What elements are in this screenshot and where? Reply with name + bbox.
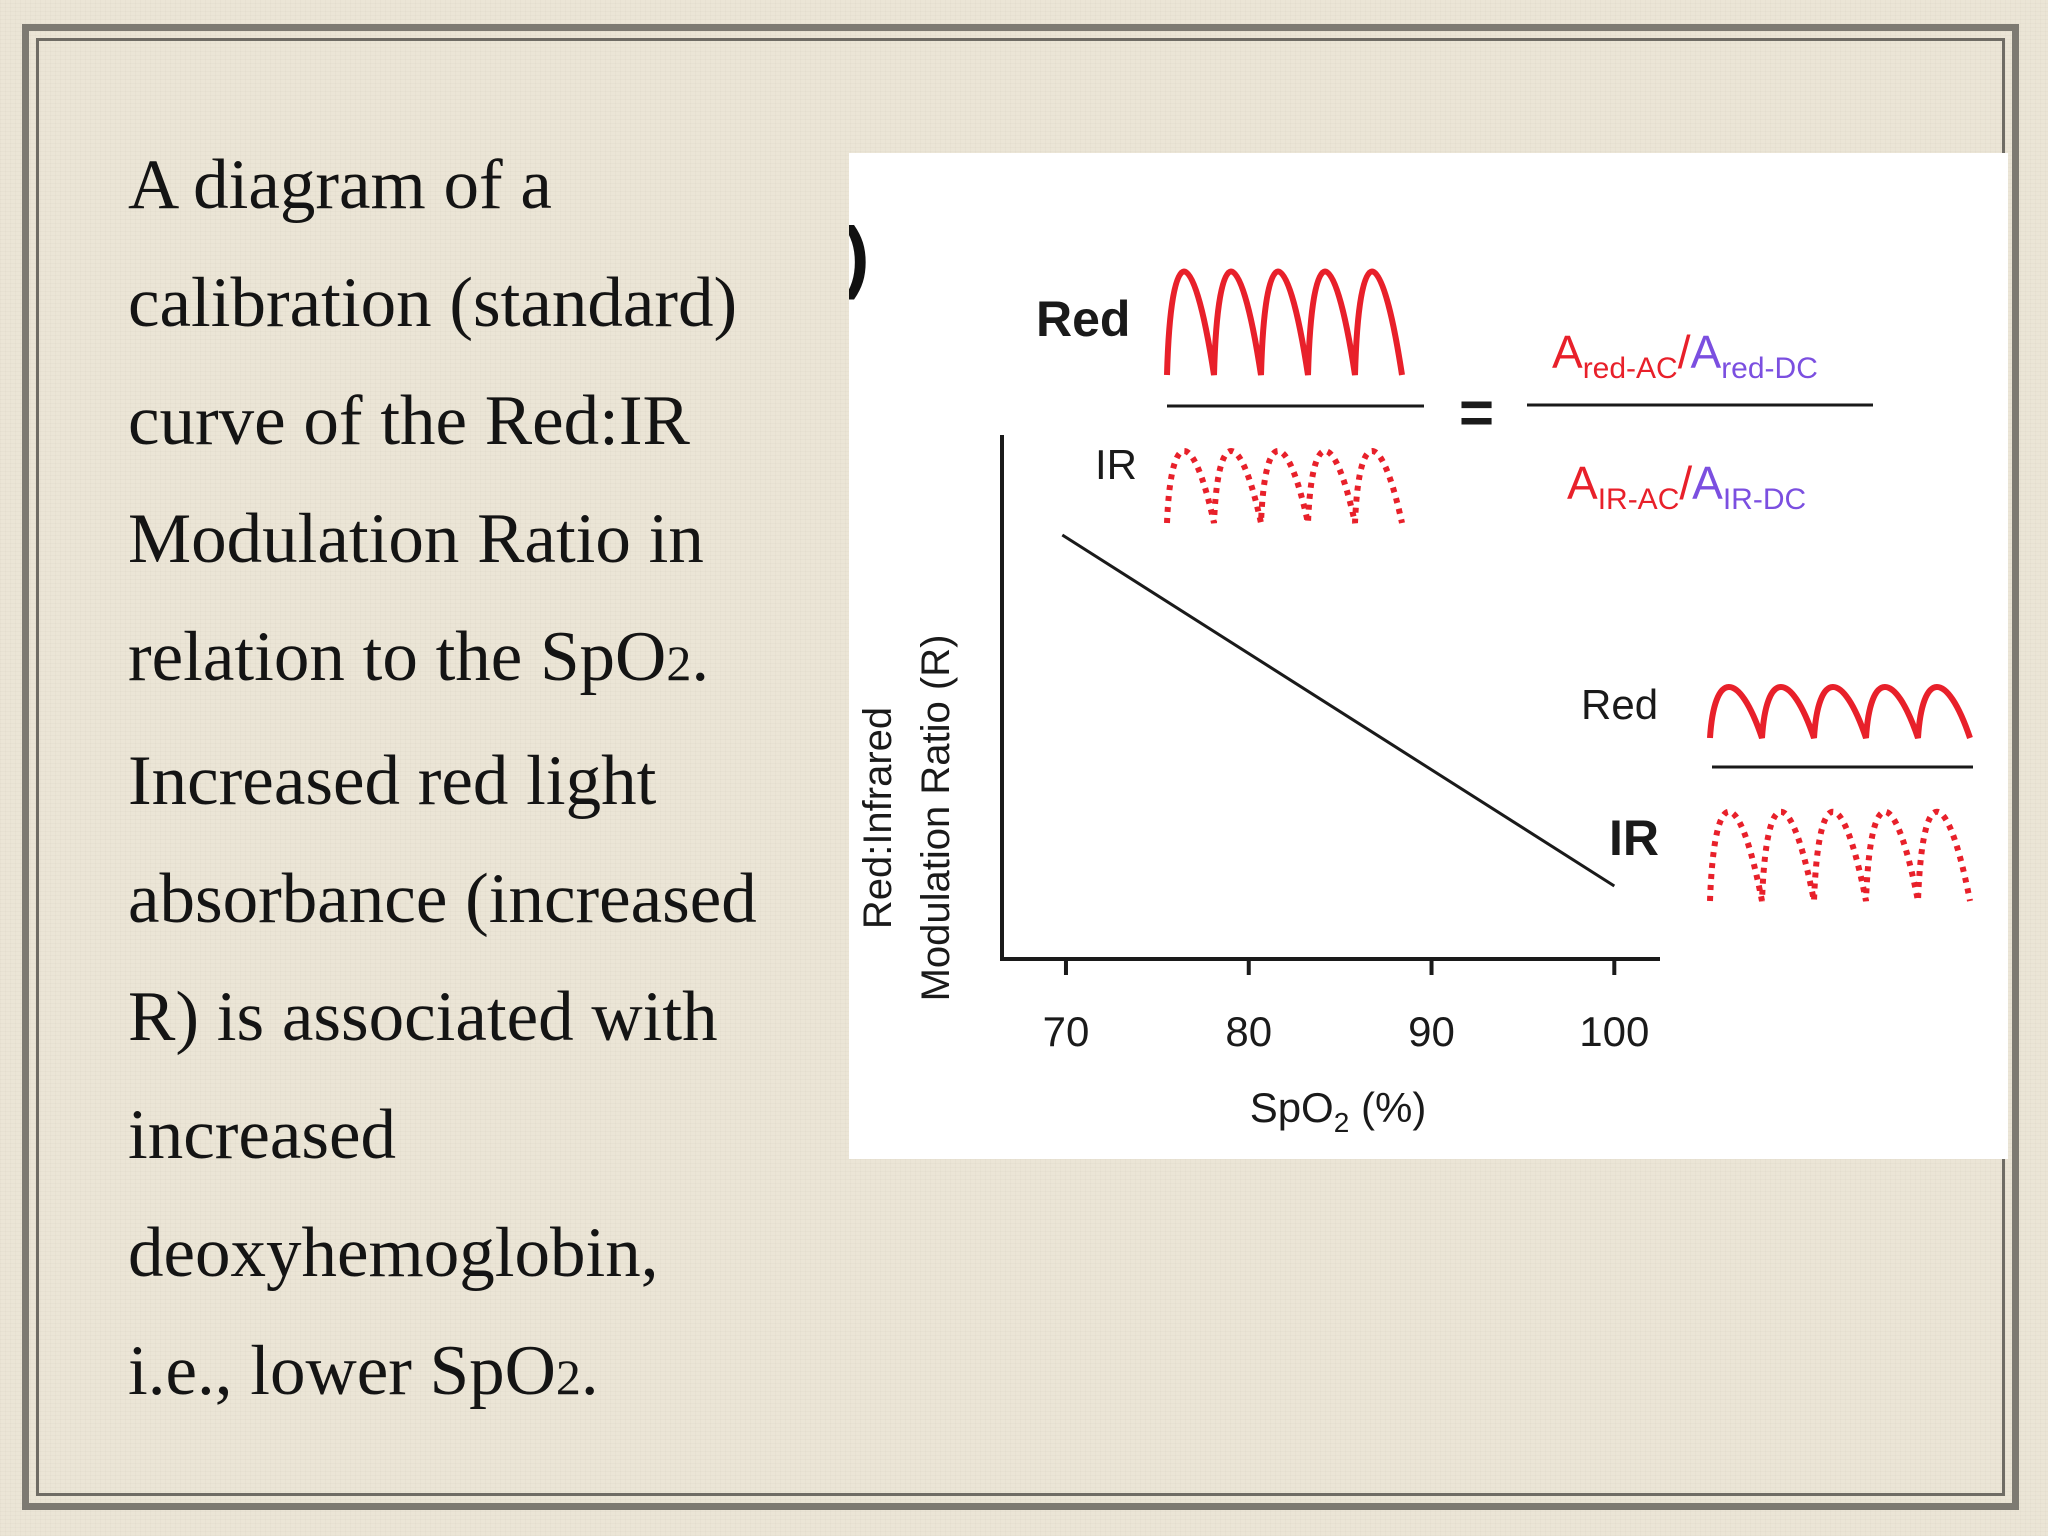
caption-line: calibration (standard) (128, 264, 738, 342)
calibration-line (1061, 533, 1616, 888)
x-tick-label: 70 (1043, 1008, 1090, 1055)
right-red-waveform (1707, 684, 1973, 739)
top-red-label: Red (1036, 291, 1130, 347)
caption-line: curve of the Red:IR (128, 382, 690, 460)
x-axis-label-text: (%) (1349, 1084, 1426, 1131)
x-axis-label: SpO2 (%) (1250, 1084, 1427, 1138)
formula-subscript: red-DC (1721, 352, 1818, 385)
formula-term: A (1691, 326, 1722, 378)
formula-subscript: red-AC (1583, 352, 1678, 385)
caption-line: deoxyhemoglobin, (128, 1214, 659, 1292)
caption-line: R) is associated with (128, 978, 718, 1056)
caption-text: . (691, 618, 710, 696)
y-axis-label: Red:Infrared Modulation Ratio (R) (856, 635, 958, 1002)
x-axis-label-subscript: 2 (1334, 1107, 1350, 1138)
caption-line: increased (128, 1096, 397, 1174)
x-axis-ticks: 70 80 90 100 (1043, 959, 1649, 1055)
caption-text: . (580, 1332, 599, 1410)
y-axis-label-line1: Red:Infrared (856, 707, 900, 929)
caption-line: relation to the SpO2. (128, 598, 828, 722)
formula-subscript: IR-DC (1723, 483, 1806, 516)
caption-line: i.e., lower SpO2. (128, 1312, 828, 1436)
top-ir-waveform (1164, 448, 1405, 524)
x-tick-label: 80 (1225, 1008, 1272, 1055)
caption-text: relation to the SpO (128, 618, 667, 696)
caption-line: absorbance (increased (128, 860, 757, 938)
formula-subscript: IR-AC (1598, 483, 1680, 516)
formula-term: A (1552, 326, 1583, 378)
x-tick-label: 100 (1579, 1008, 1649, 1055)
caption-subscript: 2 (555, 1349, 581, 1405)
formula-slash: / (1679, 457, 1692, 509)
caption-line: A diagram of a (128, 146, 552, 224)
caption-subscript: 2 (666, 635, 692, 691)
panel-letter-fragment: ) (849, 211, 870, 300)
caption-line: Modulation Ratio in (128, 500, 704, 578)
equals-sign: = (1459, 379, 1494, 446)
formula-term: A (1692, 457, 1723, 509)
formula-denominator: AIR-AC/AIR-DC (1567, 457, 1806, 516)
top-red-waveform (1164, 268, 1405, 376)
slide-frame-outer (22, 24, 2019, 1510)
figure-panel: ) Red IR = Ared-AC/Ared-DC AIR-AC/AIR-DC… (849, 153, 2008, 1159)
calibration-figure: ) Red IR = Ared-AC/Ared-DC AIR-AC/AIR-DC… (849, 211, 1973, 1138)
formula-term: A (1567, 457, 1598, 509)
right-red-label: Red (1581, 681, 1658, 728)
formula-slash: / (1678, 326, 1691, 378)
caption-text: i.e., lower SpO (128, 1332, 556, 1410)
right-ir-label: IR (1609, 810, 1659, 866)
x-tick-label: 90 (1408, 1008, 1455, 1055)
y-axis-label-line2: Modulation Ratio (R) (914, 635, 958, 1002)
formula-numerator: Ared-AC/Ared-DC (1552, 326, 1818, 385)
x-axis-label-text: SpO (1250, 1084, 1334, 1131)
slide-caption: A diagram of a calibration (standard) cu… (128, 126, 828, 1436)
right-ir-waveform (1707, 809, 1973, 902)
top-ir-label: IR (1095, 441, 1137, 488)
caption-line: Increased red light (128, 742, 657, 820)
